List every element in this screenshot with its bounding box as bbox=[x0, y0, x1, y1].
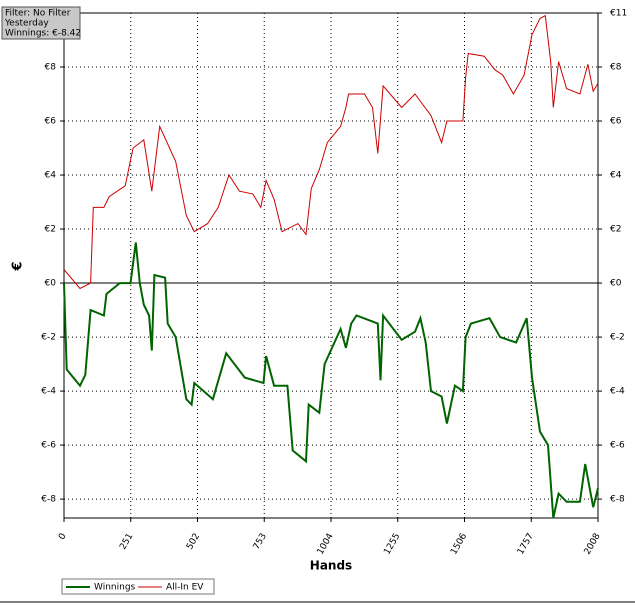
y2-tick-label: €-2 bbox=[610, 333, 625, 343]
series-line bbox=[63, 14, 599, 290]
y2-tick-label: €-6 bbox=[610, 441, 625, 451]
y-tick-label: €4 bbox=[45, 171, 57, 181]
info-box bbox=[1, 6, 81, 40]
info-text: Yesterday bbox=[4, 19, 49, 29]
x-axis-label: Hands bbox=[310, 559, 352, 573]
y-tick-label: €-2 bbox=[41, 333, 56, 343]
y2-tick-label: €0 bbox=[610, 279, 622, 289]
legend-label: All-In EV bbox=[166, 583, 204, 593]
y-tick-label: €8 bbox=[45, 63, 57, 73]
y-tick-label: €-6 bbox=[41, 441, 56, 451]
y2-tick-label: €2 bbox=[610, 225, 621, 235]
x-tick-label: 0 bbox=[57, 532, 69, 542]
y2-tick-label: €-4 bbox=[610, 387, 625, 397]
y-tick-label: €2 bbox=[45, 225, 56, 235]
y2-tick-label: €11 bbox=[610, 9, 627, 19]
series-line bbox=[63, 242, 599, 519]
y-tick-label: €-4 bbox=[41, 387, 56, 397]
y-tick-label: €-8 bbox=[41, 495, 56, 505]
info-text: Winnings: €-8.42 bbox=[5, 29, 81, 39]
y2-tick-label: €-8 bbox=[610, 495, 625, 505]
legend-label: Winnings bbox=[94, 583, 136, 593]
y2-tick-label: €6 bbox=[610, 117, 622, 127]
y-tick-label: €0 bbox=[45, 279, 57, 289]
y2-tick-label: €4 bbox=[610, 171, 622, 181]
y-tick-label: €6 bbox=[45, 117, 57, 127]
y2-tick-label: €8 bbox=[610, 63, 622, 73]
y-axis-label: € bbox=[11, 261, 26, 271]
info-text: Filter: No Filter bbox=[5, 9, 71, 19]
